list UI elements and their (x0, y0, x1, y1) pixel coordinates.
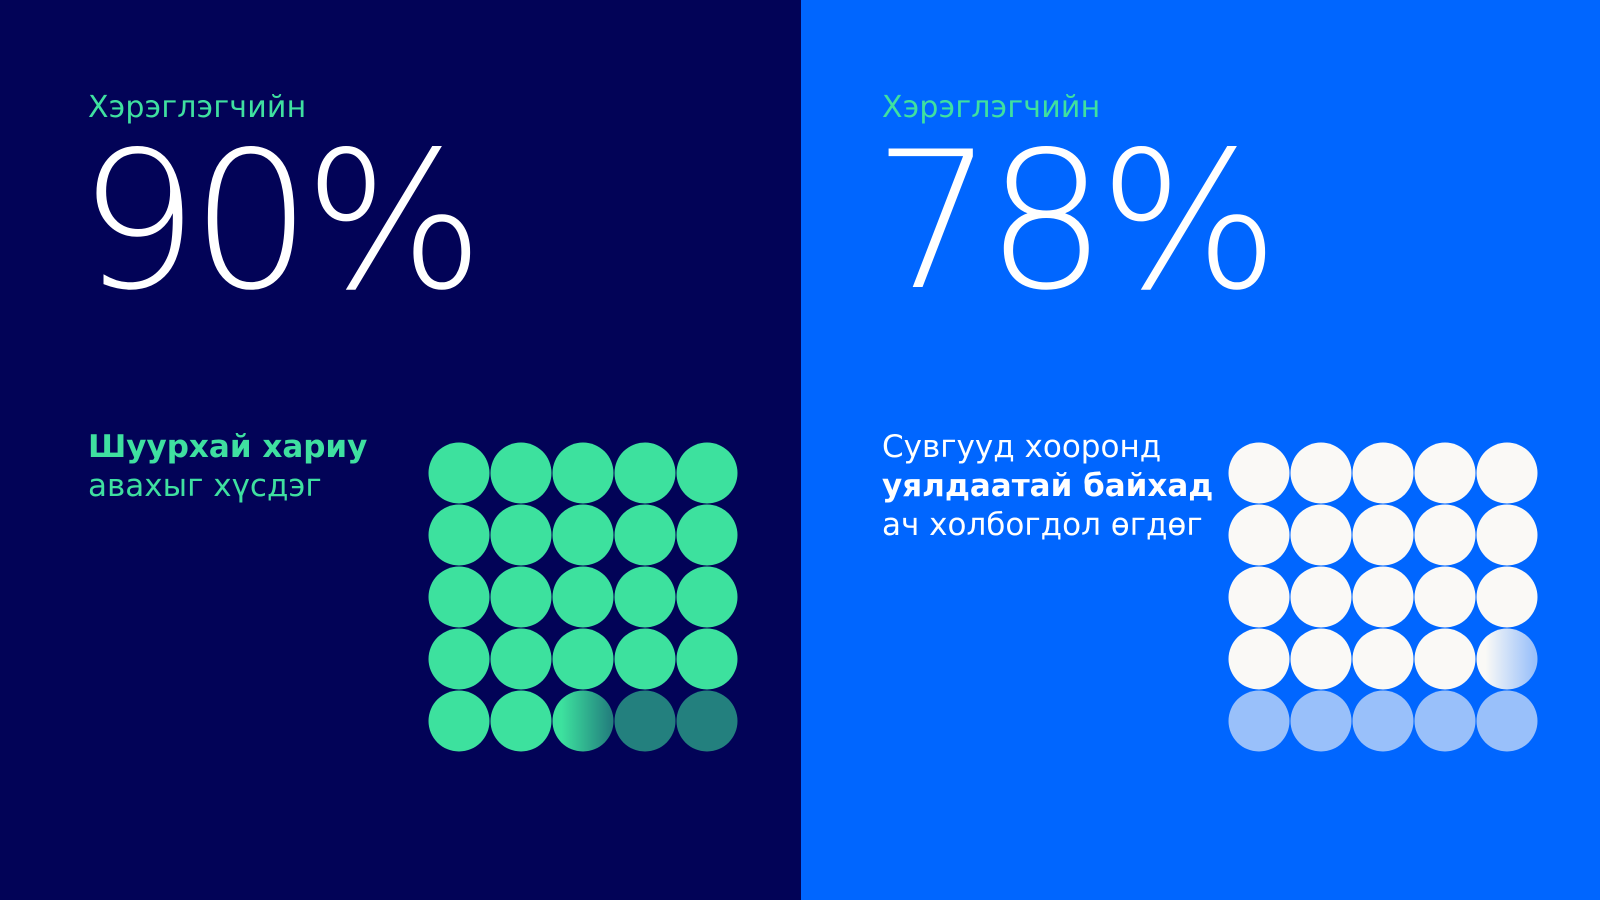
dot-filled (1290, 566, 1352, 628)
dot-filled (614, 628, 676, 690)
dot-filled (552, 566, 614, 628)
dot-filled (490, 690, 552, 752)
right-caption-line-2: уялдаатай байхад (882, 468, 1214, 504)
dot-filled (1290, 504, 1352, 566)
dot-filled (1476, 442, 1538, 504)
dot-filled (1228, 442, 1290, 504)
dot-filled (428, 504, 490, 566)
dot-filled (1414, 628, 1476, 690)
dot-filled (614, 566, 676, 628)
dot-filled (676, 566, 738, 628)
left-stat-value: 90% (78, 111, 484, 332)
dot-filled (552, 628, 614, 690)
dot-empty (1352, 690, 1414, 752)
dot-filled (614, 504, 676, 566)
dot-filled (490, 442, 552, 504)
dot-filled (428, 690, 490, 752)
right-stat-label: Хэрэглэгчийн (882, 90, 1101, 125)
dot-empty (676, 690, 738, 752)
dot-filled (1414, 504, 1476, 566)
dot-filled (614, 442, 676, 504)
right-stat-panel: Хэрэглэгчийн 78% Сувгууд хооронд уялдаат… (801, 0, 1600, 900)
dot-filled (1476, 566, 1538, 628)
right-dots-svg (1228, 442, 1538, 752)
dot-empty (614, 690, 676, 752)
dot-filled (1352, 628, 1414, 690)
right-stat-value: 78% (873, 111, 1279, 332)
dot-filled (1290, 628, 1352, 690)
left-dots-svg (428, 442, 738, 752)
dot-filled (1228, 566, 1290, 628)
dot-filled (1228, 628, 1290, 690)
left-caption-line-1: Шуурхай хариу (88, 429, 368, 465)
dot-filled (1476, 504, 1538, 566)
dot-partial (552, 690, 614, 752)
left-stat-panel: Хэрэглэгчийн 90% Шуурхай хариу авахыг хү… (0, 0, 801, 900)
dot-filled (1352, 504, 1414, 566)
left-stat-caption: Шуурхай хариу авахыг хүсдэг (88, 428, 367, 506)
dot-filled (676, 442, 738, 504)
left-stat-label: Хэрэглэгчийн (88, 90, 307, 125)
right-dot-grid (1227, 441, 1539, 753)
dot-filled (490, 566, 552, 628)
right-caption-line-3: ач холбогдол өгдөг (882, 507, 1203, 543)
dot-empty (1414, 690, 1476, 752)
dot-empty (1290, 690, 1352, 752)
dot-filled (490, 504, 552, 566)
right-caption-line-1: Сувгууд хооронд (882, 429, 1162, 465)
left-dot-grid (427, 441, 739, 753)
dot-partial (1476, 628, 1538, 690)
left-caption-line-2: авахыг хүсдэг (88, 468, 322, 504)
dot-filled (428, 566, 490, 628)
dot-filled (428, 628, 490, 690)
dot-empty (1476, 690, 1538, 752)
dot-filled (1414, 566, 1476, 628)
dot-filled (490, 628, 552, 690)
dot-filled (676, 628, 738, 690)
dot-filled (552, 504, 614, 566)
dot-filled (676, 504, 738, 566)
dot-filled (1290, 442, 1352, 504)
dot-filled (428, 442, 490, 504)
right-stat-caption: Сувгууд хооронд уялдаатай байхад ач холб… (882, 428, 1213, 545)
dot-filled (1352, 442, 1414, 504)
dot-filled (1352, 566, 1414, 628)
dot-filled (1228, 504, 1290, 566)
dot-filled (552, 442, 614, 504)
dot-empty (1228, 690, 1290, 752)
dot-filled (1414, 442, 1476, 504)
